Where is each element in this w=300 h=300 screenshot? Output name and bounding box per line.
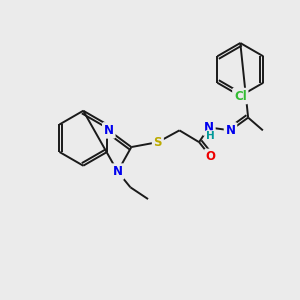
Text: H: H (206, 131, 215, 141)
Text: N: N (112, 165, 123, 178)
Text: N: N (104, 124, 114, 137)
Text: N: N (226, 124, 236, 137)
Text: S: S (154, 136, 162, 148)
Text: O: O (206, 150, 216, 164)
Text: N: N (204, 121, 214, 134)
Text: Cl: Cl (234, 89, 247, 103)
